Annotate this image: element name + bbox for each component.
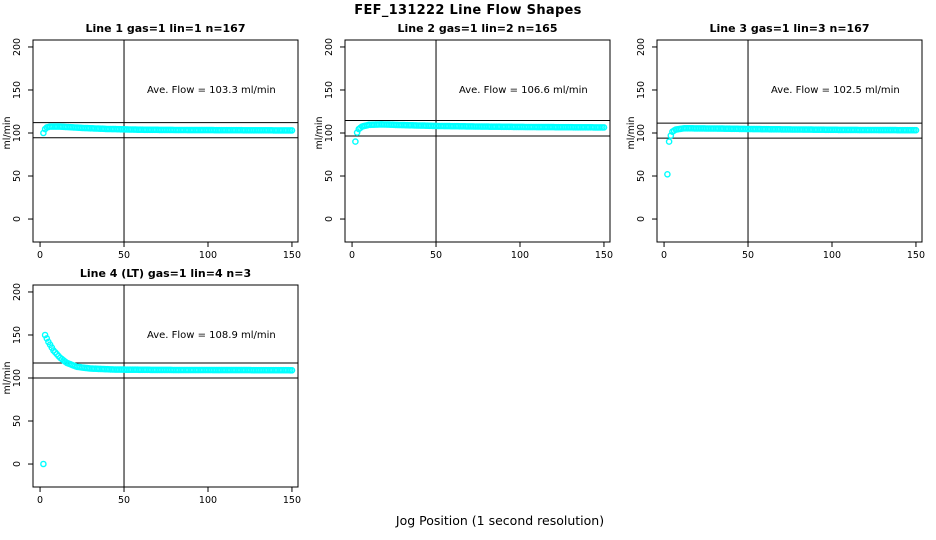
plot-box xyxy=(344,39,611,243)
panel-line-2: Line 2 gas=1 lin=2 n=165 Ave. Flow = 106.… xyxy=(312,20,624,265)
chart-svg: Line 3 gas=1 lin=3 n=167 Ave. Flow = 102.… xyxy=(626,22,925,261)
ave-flow-annotation: Ave. Flow = 103.3 ml/min xyxy=(147,85,276,96)
y-axis: 0 50 100 150 200 ml/min xyxy=(626,38,657,222)
chart-svg: Line 4 (LT) gas=1 lin=4 n=3 Ave. Flow = 1… xyxy=(2,267,301,506)
data-series xyxy=(40,123,296,137)
svg-text:200: 200 xyxy=(12,38,23,56)
ave-flow-annotation: Ave. Flow = 106.6 ml/min xyxy=(459,85,588,96)
svg-text:100: 100 xyxy=(511,250,529,261)
svg-text:50: 50 xyxy=(12,415,23,427)
svg-text:50: 50 xyxy=(118,495,130,506)
svg-text:150: 150 xyxy=(12,81,23,99)
y-axis-label: ml/min xyxy=(314,116,325,149)
svg-text:0: 0 xyxy=(12,216,23,222)
svg-text:150: 150 xyxy=(12,326,23,344)
outlier-point xyxy=(665,138,673,145)
shared-x-axis-label: Jog Position (1 second resolution) xyxy=(395,513,605,528)
ave-flow-annotation: Ave. Flow = 108.9 ml/min xyxy=(147,330,276,341)
x-axis: 0 50 100 150 xyxy=(37,242,301,261)
svg-text:0: 0 xyxy=(37,495,43,506)
svg-text:100: 100 xyxy=(823,250,841,261)
svg-text:100: 100 xyxy=(12,369,23,387)
x-axis: 0 50 100 150 xyxy=(37,487,301,506)
svg-text:0: 0 xyxy=(349,250,355,261)
svg-text:50: 50 xyxy=(742,250,754,261)
data-series xyxy=(664,125,920,178)
y-axis-label: ml/min xyxy=(2,361,13,394)
outlier-point xyxy=(40,460,47,468)
chart-svg: Line 1 gas=1 lin=1 n=167 Ave. Flow = 103.… xyxy=(2,22,301,261)
ave-flow-annotation: Ave. Flow = 102.5 ml/min xyxy=(771,85,900,96)
reference-lines xyxy=(33,40,298,242)
svg-text:50: 50 xyxy=(12,170,23,182)
figure-title: FEF_131222 Line Flow Shapes xyxy=(354,3,582,18)
svg-text:0: 0 xyxy=(324,216,335,222)
svg-text:100: 100 xyxy=(324,124,335,142)
panel-line-1: Line 1 gas=1 lin=1 n=167 Ave. Flow = 103.… xyxy=(0,20,312,265)
svg-text:150: 150 xyxy=(324,81,335,99)
x-axis: 0 50 100 150 xyxy=(349,242,613,261)
svg-text:150: 150 xyxy=(595,250,613,261)
svg-text:150: 150 xyxy=(907,250,925,261)
panel-line-3: Line 3 gas=1 lin=3 n=167 Ave. Flow = 102.… xyxy=(624,20,936,265)
svg-text:200: 200 xyxy=(636,38,647,56)
y-axis: 0 50 100 150 200 ml/min xyxy=(2,283,33,467)
x-axis: 0 50 100 150 xyxy=(661,242,925,261)
reference-lines xyxy=(345,40,610,242)
panel-title: Line 4 (LT) gas=1 lin=4 n=3 xyxy=(80,267,251,280)
panel-line-4: Line 4 (LT) gas=1 lin=4 n=3 Ave. Flow = 1… xyxy=(0,265,312,510)
svg-text:200: 200 xyxy=(12,283,23,301)
svg-text:50: 50 xyxy=(636,170,647,182)
svg-text:50: 50 xyxy=(324,170,335,182)
svg-text:0: 0 xyxy=(661,250,667,261)
y-axis: 0 50 100 150 200 ml/min xyxy=(2,38,33,222)
reference-lines xyxy=(33,285,298,487)
y-axis-label: ml/min xyxy=(626,116,637,149)
svg-text:100: 100 xyxy=(636,124,647,142)
svg-text:0: 0 xyxy=(636,216,647,222)
svg-text:200: 200 xyxy=(324,38,335,56)
plot-box xyxy=(32,284,299,488)
svg-text:150: 150 xyxy=(283,250,301,261)
svg-text:100: 100 xyxy=(199,250,217,261)
data-series xyxy=(352,121,608,145)
plot-box xyxy=(656,39,923,243)
svg-text:50: 50 xyxy=(430,250,442,261)
svg-text:0: 0 xyxy=(12,461,23,467)
y-axis: 0 50 100 150 200 ml/min xyxy=(314,38,345,222)
panel-title: Line 1 gas=1 lin=1 n=167 xyxy=(85,22,245,35)
y-axis-label: ml/min xyxy=(2,116,13,149)
panel-title: Line 3 gas=1 lin=3 n=167 xyxy=(709,22,869,35)
chart-svg: Line 2 gas=1 lin=2 n=165 Ave. Flow = 106.… xyxy=(314,22,613,261)
svg-text:150: 150 xyxy=(283,495,301,506)
svg-text:100: 100 xyxy=(199,495,217,506)
outlier-point xyxy=(352,138,359,145)
svg-text:0: 0 xyxy=(37,250,43,261)
plot-box xyxy=(32,39,299,243)
reference-lines xyxy=(657,40,922,242)
data-series xyxy=(40,331,296,468)
outlier-point xyxy=(664,170,671,178)
svg-text:150: 150 xyxy=(636,81,647,99)
panel-title: Line 2 gas=1 lin=2 n=165 xyxy=(397,22,557,35)
svg-text:100: 100 xyxy=(12,124,23,142)
svg-text:50: 50 xyxy=(118,250,130,261)
